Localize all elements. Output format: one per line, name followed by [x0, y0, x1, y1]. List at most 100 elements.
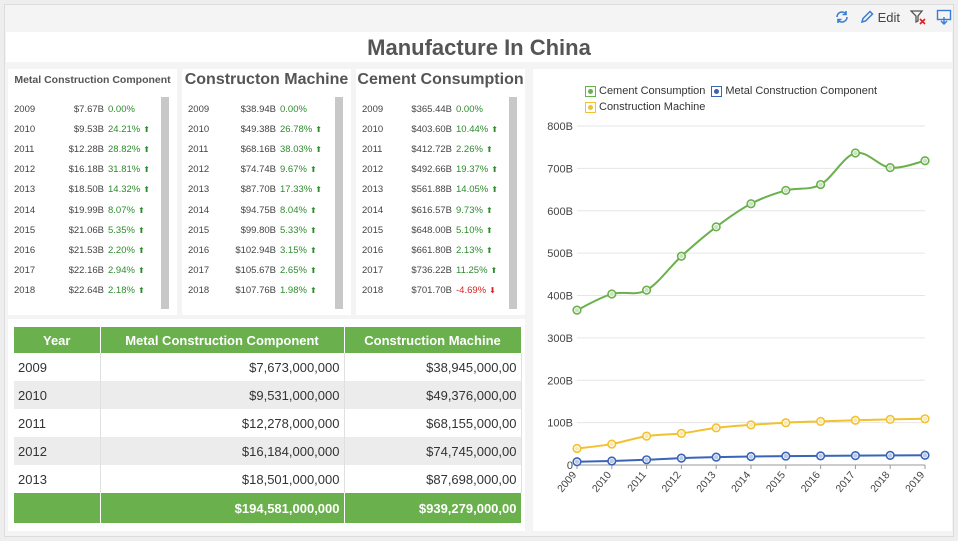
kpi-year: 2017 — [188, 265, 210, 277]
data-point-fill — [644, 287, 649, 293]
kpi-year: 2018 — [188, 285, 210, 297]
data-point[interactable] — [850, 415, 861, 425]
column-header-year[interactable]: Year — [14, 327, 101, 353]
cell-year: 2010 — [14, 381, 101, 409]
kpi-year: 2018 — [14, 285, 36, 297]
data-point[interactable] — [572, 457, 582, 467]
scrollbar[interactable] — [335, 97, 343, 309]
total-year — [14, 493, 101, 523]
data-point[interactable] — [641, 285, 652, 295]
data-point[interactable] — [711, 452, 721, 462]
data-point-fill — [574, 307, 580, 313]
data-point[interactable] — [607, 439, 617, 449]
cell-metal: $7,673,000,000 — [100, 353, 345, 381]
kpi-row: 2010 $9.53B 24.21% ⬆ — [14, 119, 157, 139]
kpi-year: 2015 — [188, 224, 210, 236]
data-point[interactable] — [746, 420, 756, 430]
table-row[interactable]: 2011 $12,278,000,000 $68,155,000,00 — [14, 409, 522, 437]
kpi-percent: 38.03% — [280, 143, 313, 155]
line-chart-panel: Cement Consumption Metal Construction Com… — [533, 69, 952, 531]
kpi-card-metal: Metal Construction Component 2009 $7.67B 0… — [8, 69, 177, 315]
data-point[interactable] — [641, 455, 652, 465]
data-point[interactable] — [711, 222, 721, 232]
data-point[interactable] — [572, 443, 582, 454]
data-point[interactable] — [816, 451, 826, 461]
kpi-value: $22.16B — [68, 265, 104, 277]
refresh-button[interactable] — [834, 9, 850, 25]
export-button[interactable] — [936, 9, 952, 25]
kpi-value: $648.00B — [411, 224, 452, 236]
legend-item[interactable]: Metal Construction Component — [711, 83, 877, 99]
kpi-percent: 1.98% — [280, 285, 307, 297]
data-point[interactable] — [746, 199, 756, 209]
column-header-metal[interactable]: Metal Construction Component — [100, 327, 345, 353]
data-point[interactable] — [816, 179, 826, 190]
data-point-fill — [922, 158, 928, 163]
data-point-fill — [609, 458, 614, 464]
column-header-machine[interactable]: Construction Machine — [344, 327, 522, 353]
kpi-title: Constructon Machine — [184, 71, 349, 88]
kpi-value: $68.16B — [240, 143, 276, 155]
kpi-row: 2010 $49.38B 26.78% ⬆ — [188, 119, 331, 139]
kpi-value: $18.50B — [68, 184, 104, 196]
data-point[interactable] — [920, 156, 930, 166]
scrollbar[interactable] — [161, 97, 169, 309]
data-point-fill — [888, 417, 893, 422]
data-point[interactable] — [711, 423, 721, 433]
arrow-up-icon: ⬆ — [143, 165, 150, 175]
kpi-year: 2016 — [14, 244, 36, 256]
kpi-percent: 9.73% — [456, 204, 483, 216]
arrow-up-icon: ⬆ — [137, 266, 145, 276]
data-point[interactable] — [641, 431, 652, 441]
data-point[interactable] — [607, 456, 617, 466]
edit-button[interactable]: Edit — [860, 10, 900, 25]
kpi-value: $21.06B — [68, 224, 104, 236]
data-point[interactable] — [816, 416, 826, 426]
table-row[interactable]: 2012 $16,184,000,000 $74,745,000,00 — [14, 437, 522, 465]
data-point[interactable] — [676, 453, 686, 463]
kpi-year: 2011 — [188, 143, 209, 155]
data-point[interactable] — [781, 185, 791, 196]
data-point-fill — [783, 453, 788, 459]
data-point[interactable] — [850, 451, 861, 461]
kpi-row: 2014 $616.57B 9.73% ⬆ — [362, 200, 505, 220]
data-point[interactable] — [885, 414, 895, 424]
data-point[interactable] — [572, 305, 582, 315]
data-point[interactable] — [607, 289, 617, 299]
kpi-year: 2014 — [362, 204, 384, 216]
data-point[interactable] — [781, 451, 791, 461]
kpi-percent: 2.20% — [108, 244, 135, 256]
table-row[interactable]: 2009 $7,673,000,000 $38,945,000,00 — [14, 353, 522, 381]
scrollbar[interactable] — [509, 97, 517, 309]
data-point[interactable] — [850, 148, 861, 158]
data-point-fill — [609, 441, 614, 447]
kpi-percent: 17.33% — [280, 184, 313, 196]
table-row[interactable]: 2013 $18,501,000,000 $87,698,000,00 — [14, 465, 522, 493]
clear-filter-button[interactable] — [910, 9, 926, 25]
arrow-up-icon: ⬆ — [309, 245, 317, 255]
kpi-percent: 11.25% — [456, 265, 488, 277]
arrow-up-icon: ⬆ — [485, 144, 493, 154]
cell-metal: $18,501,000,000 — [100, 465, 345, 493]
data-point[interactable] — [920, 450, 930, 460]
data-point-fill — [609, 291, 614, 297]
kpi-percent: 19.37% — [456, 164, 489, 176]
kpi-percent: 2.26% — [456, 143, 483, 155]
data-point[interactable] — [676, 428, 686, 438]
data-point[interactable] — [746, 451, 756, 462]
data-point[interactable] — [885, 163, 895, 173]
legend-item[interactable]: Cement Consumption — [585, 83, 705, 99]
arrow-up-icon: ⬆ — [137, 205, 145, 215]
table-row[interactable]: 2010 $9,531,000,000 $49,376,000,00 — [14, 381, 522, 409]
kpi-row: 2015 $21.06B 5.35% ⬆ — [14, 220, 157, 240]
y-tick-label: 600B — [547, 206, 573, 218]
legend-item[interactable]: Construction Machine — [585, 99, 705, 115]
data-point[interactable] — [781, 418, 791, 428]
total-machine: $939,279,000,00 — [344, 493, 522, 523]
kpi-percent: 3.15% — [280, 244, 307, 256]
data-point[interactable] — [920, 414, 930, 424]
kpi-row: 2015 $648.00B 5.10% ⬆ — [362, 220, 505, 240]
kpi-value: $49.38B — [240, 123, 276, 135]
data-point[interactable] — [885, 450, 895, 461]
data-point[interactable] — [676, 251, 686, 261]
